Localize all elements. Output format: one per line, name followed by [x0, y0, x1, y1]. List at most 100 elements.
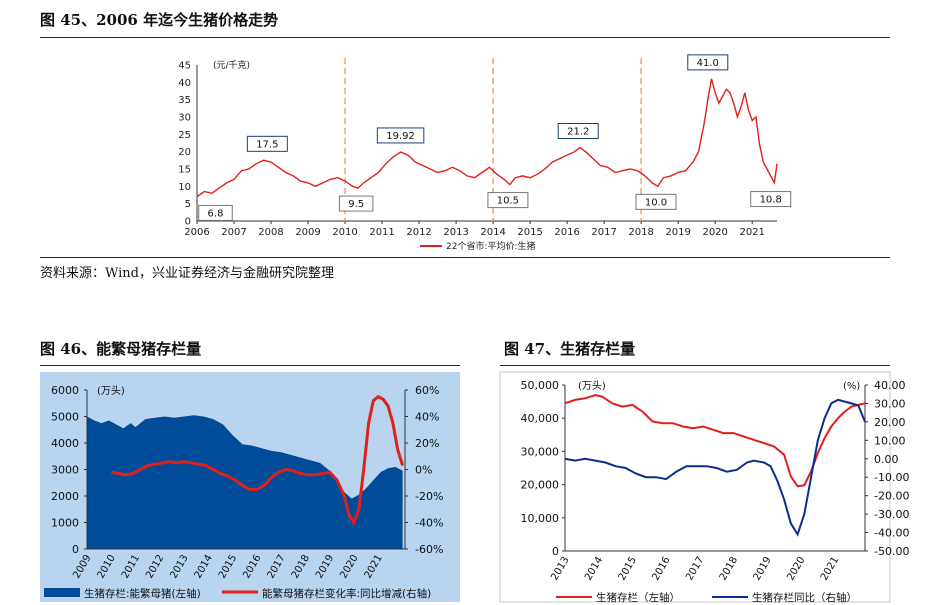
- fig47-x-tick-label: 2019: [752, 555, 774, 583]
- fig47-left-tick-label: 30,000: [521, 445, 560, 458]
- fig45-y-tick-label: 45: [178, 61, 191, 72]
- fig45-price-line: [196, 78, 778, 198]
- fig45-chart: 0 5 10 15 20 25 30 35 40 45 (元/千克) 2006 2007 2008 2009…: [178, 54, 792, 252]
- fig45-title: 图 45、2006 年迄今生猪价格走势: [40, 11, 279, 29]
- fig46-legend-area-label: 生猪存栏:能繁母猪(左轴): [84, 587, 201, 600]
- fig45-x-tick-label: 2010: [332, 227, 357, 238]
- fig45-annotation-label: 17.5: [256, 139, 278, 150]
- fig46-left-tick-label: 5000: [51, 411, 79, 424]
- fig45-annotation-label: 6.8: [208, 208, 224, 219]
- fig45-y-tick-label: 40: [178, 78, 191, 89]
- fig45-y-tick-label: 15: [178, 165, 191, 176]
- fig46-legend-area-swatch: [44, 588, 80, 597]
- fig47-right-tick-label: -30.00: [874, 508, 909, 521]
- fig46-right-tick-label: 20%: [415, 437, 439, 450]
- fig45-x-tick-label: 2013: [443, 227, 468, 238]
- fig45-annotation-box: [246, 135, 288, 152]
- fig47-right-tick-label: 10.00: [874, 434, 906, 447]
- fig45-x-tick-label: 2019: [665, 227, 690, 238]
- fig47-right-tick-label: 20.00: [874, 416, 906, 429]
- fig47-legend-yoy-label: 生猪存栏同比（右轴）: [752, 591, 857, 604]
- fig45-x-tick-label: 2006: [184, 227, 209, 238]
- fig45-annotation-box: [750, 191, 792, 208]
- fig47-right-tick-label: 30.00: [874, 397, 906, 410]
- fig47-title: 图 47、生猪存栏量: [504, 340, 636, 358]
- fig46-yoy-change-line: [111, 394, 405, 526]
- fig46-right-tick-label: -20%: [415, 490, 443, 503]
- fig47-right-tick-label: -20.00: [874, 490, 909, 503]
- fig45-annotation-label: 41.0: [697, 58, 719, 69]
- fig45-x-tick-label: 2015: [517, 227, 542, 238]
- fig45-y-tick-label: 35: [178, 95, 191, 106]
- fig46-right-tick-label: -40%: [415, 517, 443, 530]
- fig45-x-tick-label: 2012: [406, 227, 431, 238]
- fig47-x-tick-label: 2021: [819, 555, 841, 583]
- fig45-annotation-label: 19.92: [386, 131, 415, 142]
- fig45-unit-label: (元/千克): [213, 60, 250, 71]
- fig45-annotation-box: [338, 195, 374, 212]
- fig45-x-tick-label: 2016: [554, 227, 579, 238]
- fig45-annotation-box: [198, 204, 233, 221]
- fig45-legend-label: 22个省市:平均价:生猪: [446, 240, 536, 252]
- fig47-left-tick-label: 0: [552, 545, 559, 558]
- fig47-inventory-line: [564, 393, 866, 488]
- fig47-frame: [499, 371, 891, 603]
- fig45-x-tick-label: 2009: [295, 227, 320, 238]
- fig46-left-tick-label: 6000: [51, 384, 79, 397]
- fig45-annotation-box: [487, 192, 529, 209]
- fig45-y-tick-label: 5: [185, 199, 191, 210]
- fig45-x-tick-label: 2008: [258, 227, 283, 238]
- fig45-x-tick-label: 2020: [702, 227, 727, 238]
- fig46-sow-inventory-area: [87, 415, 403, 549]
- fig45-source: 资料来源：Wind，兴业证券经济与金融研究院整理: [40, 266, 334, 281]
- fig45-y-tick-label: 30: [178, 113, 191, 124]
- fig45-annotation-label: 10.0: [645, 197, 667, 208]
- fig45-x-tick-label: 2014: [480, 227, 505, 238]
- fig47-x-tick-label: 2015: [617, 555, 639, 583]
- fig47-right-tick-label: -50.00: [874, 545, 909, 558]
- fig45-x-tick-label: 2011: [369, 227, 394, 238]
- fig46-left-tick-label: 2000: [51, 490, 79, 503]
- fig47-yoy-line: [564, 398, 866, 537]
- fig45-y-tick-label: 20: [178, 147, 191, 158]
- fig47-right-tick-label: -40.00: [874, 527, 909, 540]
- fig46-left-tick-label: 0: [72, 543, 79, 556]
- fig47-right-tick-label: 40.00: [874, 379, 906, 392]
- fig47-left-tick-label: 50,000: [521, 379, 560, 392]
- fig46-right-tick-label: -60%: [415, 543, 443, 556]
- fig45-y-tick-label: 25: [178, 130, 191, 141]
- fig46-title-rule: [40, 365, 460, 366]
- fig46-left-tick-label: 1000: [51, 517, 79, 530]
- fig47-x-tick-label: 2018: [718, 555, 740, 583]
- fig46-title: 图 46、能繁母猪存栏量: [40, 340, 202, 358]
- fig47-x-tick-label: 2020: [785, 555, 807, 583]
- fig46-right-tick-label: 40%: [415, 411, 439, 424]
- fig45-x-tick-label: 2007: [221, 227, 246, 238]
- fig46-legend-line-label: 能繁母猪存栏变化率:同比增减(右轴): [262, 587, 431, 600]
- fig45-bottom-rule: [40, 257, 890, 258]
- fig46-unit-label: (万头): [97, 385, 125, 397]
- fig45-annotation-label: 21.2: [567, 127, 589, 138]
- fig45-annotation-box: [557, 123, 599, 140]
- fig47-right-unit-label: (%): [843, 381, 860, 392]
- fig47-left-tick-label: 20,000: [521, 479, 560, 492]
- fig45-y-tick-label: 0: [185, 217, 191, 228]
- fig45-y-tick-label: 10: [178, 182, 191, 193]
- fig47-left-tick-label: 40,000: [521, 412, 560, 425]
- fig45-annotation-box: [687, 54, 729, 71]
- fig47-right-tick-label: 0.00: [874, 453, 899, 466]
- fig47-left-unit-label: (万头): [578, 380, 606, 392]
- fig45-annotation-label: 10.8: [760, 195, 782, 206]
- fig47-title-rule: [500, 365, 890, 366]
- fig47-x-tick-label: 2017: [684, 555, 706, 583]
- fig45-annotation-box: [635, 193, 677, 210]
- fig45-annotation-box: [376, 127, 425, 144]
- fig45-title-rule: [40, 37, 890, 38]
- fig47-x-tick-label: 2013: [549, 555, 571, 583]
- fig45-annotation-label: 9.5: [348, 199, 364, 210]
- fig47-x-tick-label: 2016: [650, 555, 672, 583]
- fig45-x-tick-label: 2021: [739, 227, 764, 238]
- fig46-right-tick-label: 0%: [415, 464, 432, 477]
